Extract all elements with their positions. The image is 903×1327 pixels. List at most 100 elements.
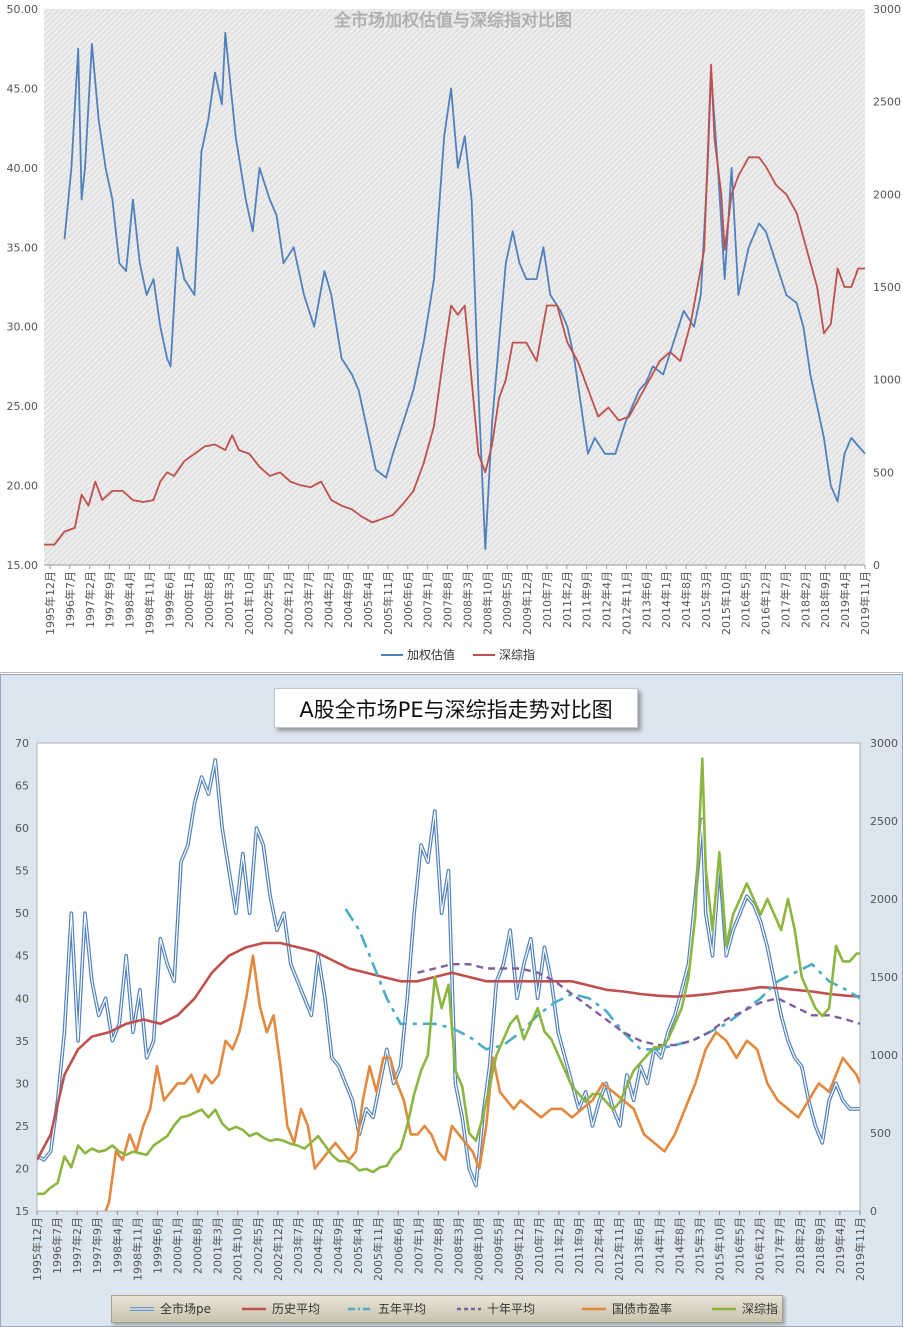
x-tick-label: 1997年9月 bbox=[90, 1217, 104, 1274]
x-tick-label: 2019年4月 bbox=[838, 571, 852, 628]
legend-label-1: 历史平均 bbox=[272, 1302, 320, 1316]
x-tick-label: 2016年5月 bbox=[739, 571, 753, 628]
x-tick-label: 2014年8月 bbox=[672, 1217, 686, 1274]
x-tick-label: 2005年4月 bbox=[361, 571, 375, 628]
x-tick-label: 2007年8月 bbox=[441, 571, 455, 628]
legend-label-3: 十年平均 bbox=[487, 1302, 535, 1316]
right-tick-label: 3000 bbox=[870, 737, 898, 750]
x-tick-label: 1997年2月 bbox=[83, 571, 97, 628]
x-tick-label: 2002年5月 bbox=[262, 571, 276, 628]
x-tick-label: 2002年5月 bbox=[251, 1217, 265, 1274]
left-tick-label: 50.00 bbox=[7, 3, 39, 16]
x-tick-label: 2008年3月 bbox=[452, 1217, 466, 1274]
chart-panel-bottom: 15 20 25 30 35 40 45 50 55 60 65 70 0 500 1000 1500 2000… bbox=[0, 674, 903, 1327]
x-tick-label: 2001年10月 bbox=[242, 571, 256, 635]
right-tick-label: 500 bbox=[870, 1127, 891, 1140]
x-tick-label: 1998年4月 bbox=[110, 1217, 124, 1274]
x-tick-label: 2000年1月 bbox=[182, 571, 196, 628]
x-tick-label: 2018年2月 bbox=[798, 571, 812, 628]
x-tick-label: 2004年9月 bbox=[341, 571, 355, 628]
x-tick-label: 2009年5月 bbox=[492, 1217, 506, 1274]
left-tick-label: 25.00 bbox=[7, 400, 39, 413]
x-tick-label: 2016年5月 bbox=[733, 1217, 747, 1274]
x-tick-label: 2013年6月 bbox=[639, 571, 653, 628]
x-tick-label: 2012年4月 bbox=[600, 571, 614, 628]
x-tick-label: 2007年1月 bbox=[411, 1217, 425, 1274]
x-tick-label: 2002年12月 bbox=[271, 1217, 285, 1281]
right-tick-label: 1500 bbox=[873, 281, 901, 294]
x-tick-label: 1997年2月 bbox=[70, 1217, 84, 1274]
x-tick-label: 2018年9月 bbox=[818, 571, 832, 628]
x-tick-label: 2004年2月 bbox=[321, 571, 335, 628]
x-tick-label: 2014年1月 bbox=[659, 571, 673, 628]
x-tick-label: 2012年11月 bbox=[619, 571, 633, 635]
x-tick-label: 2018年9月 bbox=[813, 1217, 827, 1274]
left-tick-label: 25 bbox=[15, 1120, 29, 1133]
x-tick-label: 2001年10月 bbox=[231, 1217, 245, 1281]
left-tick-label: 15 bbox=[15, 1205, 29, 1218]
chart-1: 15.00 20.00 25.00 30.00 35.00 40.00 45.00 50.00… bbox=[7, 3, 902, 662]
left-tick-label: 40 bbox=[15, 992, 29, 1005]
x-tick-label: 2005年11月 bbox=[381, 571, 395, 635]
left-tick-label: 40.00 bbox=[7, 162, 39, 175]
x-tick-label: 2015年3月 bbox=[699, 571, 713, 628]
x-tick-label: 2005年4月 bbox=[351, 1217, 365, 1274]
x-tick-label: 2014年1月 bbox=[652, 1217, 666, 1274]
series-line-2 bbox=[344, 908, 860, 1051]
legend-label-4: 国债市盈率 bbox=[612, 1301, 672, 1316]
x-tick-label: 2016年12月 bbox=[753, 1217, 767, 1281]
chart-1-title: 全市场加权估值与深综指对比图 bbox=[333, 10, 572, 31]
x-tick-label: 2013年6月 bbox=[632, 1217, 646, 1274]
x-tick-label: 2006年6月 bbox=[401, 571, 415, 628]
right-tick-label: 0 bbox=[870, 1205, 877, 1218]
right-tick-label: 2000 bbox=[873, 188, 901, 201]
chart-2-legend-items: 全市场pe 历史平均 五年平均 十年平均 国债市盈率 深综指 bbox=[130, 1301, 778, 1316]
x-tick-label: 2015年10月 bbox=[712, 1217, 726, 1281]
x-tick-label: 2000年8月 bbox=[191, 1217, 205, 1274]
x-tick-label: 1998年4月 bbox=[123, 571, 137, 628]
series-line-1 bbox=[44, 63, 865, 546]
legend-label-2: 五年平均 bbox=[378, 1302, 426, 1316]
legend-label-0: 全市场pe bbox=[160, 1301, 211, 1316]
x-tick-label: 2003年7月 bbox=[301, 571, 315, 628]
x-tick-label: 1996年7月 bbox=[50, 1217, 64, 1274]
left-tick-label: 65 bbox=[15, 780, 29, 793]
x-tick-label: 2008年10月 bbox=[472, 1217, 486, 1281]
series-line-3 bbox=[417, 963, 860, 1047]
x-tick-label: 2011年2月 bbox=[560, 571, 574, 628]
right-tick-label: 2000 bbox=[870, 893, 898, 906]
x-tick-label: 2012年11月 bbox=[612, 1217, 626, 1281]
x-tick-label: 2002年12月 bbox=[282, 571, 296, 635]
right-tick-label: 1000 bbox=[873, 374, 901, 387]
x-tick-label: 2015年3月 bbox=[692, 1217, 706, 1274]
right-tick-label: 2500 bbox=[873, 96, 901, 109]
x-tick-label: 2008年10月 bbox=[480, 571, 494, 635]
x-tick-label: 2004年9月 bbox=[331, 1217, 345, 1274]
x-tick-label: 2015年10月 bbox=[719, 571, 733, 635]
legend-label-1: 深综指 bbox=[499, 647, 535, 662]
series-line-5 bbox=[37, 757, 860, 1196]
legend-label-5: 深综指 bbox=[742, 1301, 778, 1316]
left-tick-label: 20 bbox=[15, 1162, 29, 1175]
x-tick-label: 1999年6月 bbox=[162, 571, 176, 628]
left-tick-label: 60 bbox=[15, 822, 29, 835]
x-tick-label: 1998年11月 bbox=[130, 1217, 144, 1281]
series-line-0 bbox=[63, 31, 866, 550]
x-tick-label: 2010年7月 bbox=[532, 1217, 546, 1274]
left-tick-label: 20.00 bbox=[7, 480, 39, 493]
right-tick-label: 1000 bbox=[870, 1049, 898, 1062]
x-tick-label: 2019年11月 bbox=[853, 1217, 867, 1281]
x-tick-label: 2008年3月 bbox=[460, 571, 474, 628]
x-tick-label: 2003年7月 bbox=[291, 1217, 305, 1274]
x-tick-label: 2004年2月 bbox=[311, 1217, 325, 1274]
x-tick-label: 2019年11月 bbox=[858, 571, 872, 635]
chart-2-title-box: A股全市场PE与深综指走势对比图 bbox=[274, 688, 638, 728]
x-tick-label: 2006年6月 bbox=[391, 1217, 405, 1274]
x-tick-label: 1997年9月 bbox=[103, 571, 117, 628]
chart-panel-top: 15.00 20.00 25.00 30.00 35.00 40.00 45.00 50.00… bbox=[0, 3, 903, 673]
x-tick-label: 2018年2月 bbox=[793, 1217, 807, 1274]
right-tick-label: 2500 bbox=[870, 815, 898, 828]
x-tick-label: 2011年2月 bbox=[552, 1217, 566, 1274]
right-tick-label: 0 bbox=[873, 559, 880, 572]
x-tick-label: 1996年7月 bbox=[63, 571, 77, 628]
